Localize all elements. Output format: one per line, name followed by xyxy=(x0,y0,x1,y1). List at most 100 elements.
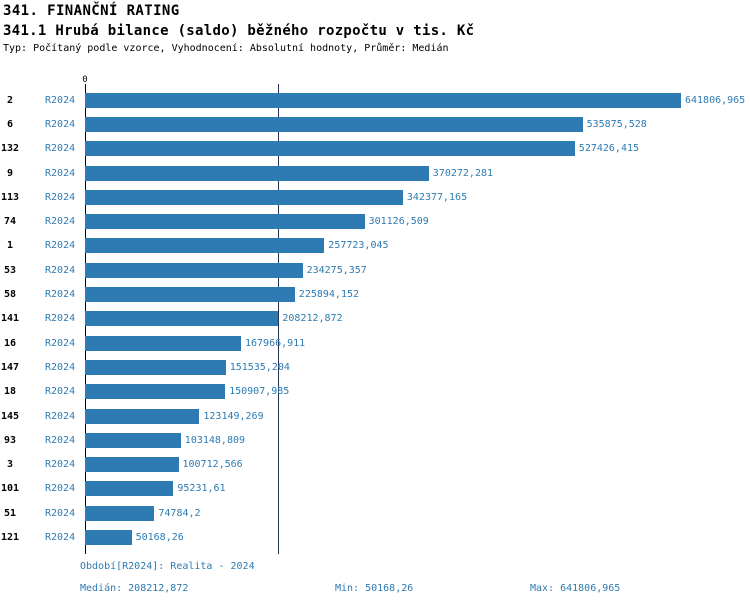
bar-track: 103148,809 xyxy=(85,432,750,448)
row-category-label: 2 xyxy=(6,94,14,106)
bar[interactable] xyxy=(85,189,403,205)
bar-track: 342377,165 xyxy=(85,189,750,205)
chart-row: 141 R2024 208212,872 xyxy=(0,307,750,331)
bar-value-label: 527426,415 xyxy=(578,143,640,155)
chart-row: 93 R2024 103148,809 xyxy=(0,428,750,452)
bar-value-label: 151535,204 xyxy=(229,361,290,373)
row-category-label: 147 xyxy=(0,361,20,373)
chart-row: 1 R2024 257723,045 xyxy=(0,234,750,258)
median-line xyxy=(278,84,280,554)
row-category-label: 145 xyxy=(0,410,20,422)
chart-meta: Typ: Počítaný podle vzorce, Vyhodnocení:… xyxy=(3,43,449,54)
bar[interactable] xyxy=(85,432,181,448)
bar-chart: 0 2 R2024 641806,965 6 R2024 535875,528 … xyxy=(0,75,750,554)
bar-value-label: 208212,872 xyxy=(282,313,343,325)
chart-row: 58 R2024 225894,152 xyxy=(0,282,750,306)
bar[interactable] xyxy=(85,116,583,132)
bar[interactable] xyxy=(85,165,429,181)
bar[interactable] xyxy=(85,408,200,424)
row-category-label: 58 xyxy=(3,289,17,301)
bar-value-label: 370272,281 xyxy=(432,167,494,179)
row-period-label: R2024 xyxy=(45,337,76,349)
bar[interactable] xyxy=(85,287,295,303)
row-category-label: 74 xyxy=(3,216,17,228)
chart-row: 18 R2024 150907,985 xyxy=(0,380,750,404)
footer-median-stat: Medián: 208212,872 xyxy=(80,583,189,594)
chart-row: 3 R2024 100712,566 xyxy=(0,452,750,476)
bar[interactable] xyxy=(85,359,226,375)
bar[interactable] xyxy=(85,457,179,473)
row-period-label: R2024 xyxy=(45,507,76,519)
bar-track: 208212,872 xyxy=(85,311,750,327)
bar-track: 535875,528 xyxy=(85,116,750,132)
chart-row: 9 R2024 370272,281 xyxy=(0,161,750,185)
bar-value-label: 301126,509 xyxy=(368,216,429,228)
bar-track: 257723,045 xyxy=(85,238,750,254)
row-category-label: 9 xyxy=(6,167,14,179)
page-title: 341. FINANČNÍ RATING xyxy=(3,3,180,19)
bar-value-label: 95231,61 xyxy=(177,483,226,495)
row-period-label: R2024 xyxy=(45,167,76,179)
bar[interactable] xyxy=(85,238,325,254)
bar-value-label: 100712,566 xyxy=(182,459,243,471)
row-period-label: R2024 xyxy=(45,191,76,203)
row-period-label: R2024 xyxy=(45,361,76,373)
bar[interactable] xyxy=(85,481,174,497)
bar-value-label: 167966,911 xyxy=(245,337,306,349)
chart-title: 341.1 Hrubá bilance (saldo) běžného rozp… xyxy=(3,23,475,39)
bar[interactable] xyxy=(85,311,279,327)
bar[interactable] xyxy=(85,505,155,521)
row-category-label: 141 xyxy=(0,313,20,325)
bar[interactable] xyxy=(85,92,681,108)
chart-row: 16 R2024 167966,911 xyxy=(0,331,750,355)
chart-row: 121 R2024 50168,26 xyxy=(0,525,750,549)
chart-row: 113 R2024 342377,165 xyxy=(0,185,750,209)
chart-row: 101 R2024 95231,61 xyxy=(0,477,750,501)
row-category-label: 1 xyxy=(6,240,14,252)
chart-row: 132 R2024 527426,415 xyxy=(0,137,750,161)
bar-value-label: 123149,269 xyxy=(203,410,264,422)
bar-value-label: 641806,965 xyxy=(685,94,746,106)
bar-value-label: 342377,165 xyxy=(406,191,468,203)
row-period-label: R2024 xyxy=(45,434,76,446)
row-period-label: R2024 xyxy=(45,531,76,543)
row-period-label: R2024 xyxy=(45,459,76,471)
bar-value-label: 234275,357 xyxy=(306,264,367,276)
bar-value-label: 535875,528 xyxy=(586,118,647,130)
row-category-label: 51 xyxy=(3,507,17,519)
row-category-label: 16 xyxy=(3,337,17,349)
row-category-label: 53 xyxy=(3,264,17,276)
chart-row: 74 R2024 301126,509 xyxy=(0,209,750,233)
bar-track: 50168,26 xyxy=(85,529,750,545)
row-period-label: R2024 xyxy=(45,94,76,106)
bar[interactable] xyxy=(85,529,132,545)
bar-track: 225894,152 xyxy=(85,287,750,303)
row-category-label: 3 xyxy=(6,459,14,471)
chart-row: 51 R2024 74784,2 xyxy=(0,501,750,525)
bar-value-label: 50168,26 xyxy=(135,531,184,543)
chart-rows: 2 R2024 641806,965 6 R2024 535875,528 13… xyxy=(0,88,750,550)
row-category-label: 18 xyxy=(3,386,17,398)
bar-track: 74784,2 xyxy=(85,505,750,521)
row-period-label: R2024 xyxy=(45,143,76,155)
chart-row: 6 R2024 535875,528 xyxy=(0,112,750,136)
footer-min-stat: Min: 50168,26 xyxy=(335,583,414,594)
row-period-label: R2024 xyxy=(45,289,76,301)
bar-track: 527426,415 xyxy=(85,141,750,157)
row-category-label: 101 xyxy=(0,483,20,495)
bar-value-label: 150907,985 xyxy=(229,386,290,398)
bar-value-label: 103148,809 xyxy=(184,434,246,446)
bar-value-label: 225894,152 xyxy=(298,289,360,301)
bar[interactable] xyxy=(85,262,303,278)
bar[interactable] xyxy=(85,335,241,351)
row-category-label: 6 xyxy=(6,118,14,130)
bar-track: 150907,985 xyxy=(85,384,750,400)
row-category-label: 93 xyxy=(3,434,17,446)
bar[interactable] xyxy=(85,141,575,157)
row-period-label: R2024 xyxy=(45,264,76,276)
chart-row: 2 R2024 641806,965 xyxy=(0,88,750,112)
bar[interactable] xyxy=(85,384,226,400)
bar-track: 151535,204 xyxy=(85,359,750,375)
row-category-label: 132 xyxy=(0,143,20,155)
bar[interactable] xyxy=(85,214,365,230)
